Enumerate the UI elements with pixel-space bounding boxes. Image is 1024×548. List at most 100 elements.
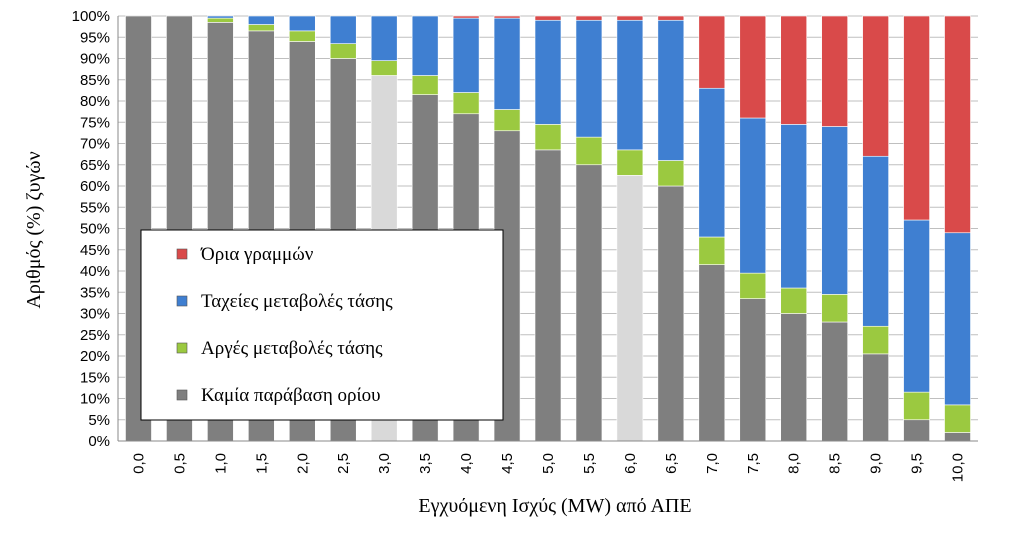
y-tick-labels: 0% 5% 10% 15% 20% 25% 30% 35% 40% 45% 50% 55% 60% 65%… [72,8,110,450]
y-tick-label: 45% [80,242,110,259]
bar-segment [698,264,726,442]
y-tick-label: 85% [80,72,110,89]
legend-label: Ταχείες μεταβολές τάσης [201,291,393,312]
y-tick-label: 50% [80,221,110,238]
bar-segment [944,15,971,234]
legend: Όρια γραμμών Ταχείες μεταβολές τάσης Αργές… [140,229,504,421]
bar-segment [493,109,521,132]
bar-segment [903,391,930,421]
legend-label: Αργές μεταβολές τάσης [201,338,383,359]
y-tick-label: 60% [80,178,110,195]
bar-segment [534,124,562,151]
bar-segment [780,124,808,289]
bar-segment [821,321,848,442]
bar-segment [411,15,439,76]
x-tick-label: 9,5 [909,453,926,474]
bar-segment [780,15,808,125]
x-tick-label: 4,0 [458,453,475,474]
bar-segment [534,15,562,21]
y-tick-label: 95% [80,29,110,46]
bar-segment [903,219,930,393]
x-tick-label: 4,5 [499,453,516,474]
bar-segment [207,17,234,23]
bar-segment [862,353,889,442]
x-tick-label: 7,5 [745,453,762,474]
bar-segment [944,404,971,433]
bar-segment [821,15,848,127]
bar-segment [739,272,767,299]
x-tick-label: 6,0 [622,453,639,474]
y-tick-label: 20% [80,348,110,365]
legend-swatch [176,248,188,260]
bar-segment [739,298,767,442]
legend-label: Όρια γραμμών [200,244,314,265]
bar-segment [944,432,971,442]
x-tick-label: 9,0 [868,453,885,474]
bar-segment [411,75,439,95]
bar-segment [616,149,644,176]
y-tick-label: 30% [80,306,110,323]
bar-segment [739,15,767,119]
x-tick-label: 0,0 [130,453,147,474]
bar-segment [616,19,644,151]
x-tick-label: 7,0 [704,453,721,474]
bar-segment [329,43,357,59]
x-tick-label: 3,5 [417,453,434,474]
y-axis-title: Αριθμός (%) ζυγών [23,151,45,308]
x-tick-label: 1,5 [253,453,270,474]
bar-segment [657,15,685,21]
y-tick-label: 75% [80,114,110,131]
x-tick-label: 2,0 [294,453,311,474]
bar-segment [698,236,726,265]
bar-segment [657,185,685,442]
bar-segment [862,15,889,157]
y-tick-label: 40% [80,263,110,280]
bar-segment [329,15,357,44]
bar-segment [207,15,234,19]
bar-segment [739,117,767,274]
bar-segment [657,160,685,187]
x-tick-label: 1,0 [212,453,229,474]
y-tick-label: 10% [80,391,110,408]
legend-swatch [176,295,188,307]
bar-segment [575,164,603,442]
y-tick-label: 0% [88,433,110,450]
x-tick-label: 10,0 [950,453,967,482]
bar-segment [248,15,275,25]
bar-segment [698,15,726,89]
axes [117,16,978,442]
y-tick-label: 55% [80,199,110,216]
x-tick-label: 8,0 [786,453,803,474]
x-tick-label: 0,5 [171,453,188,474]
bar-segment [288,30,316,42]
x-axis-title: Εγχυόμενη Ισχύς (MW) από ΑΠΕ [418,495,691,517]
y-tick-label: 65% [80,157,110,174]
y-tick-label: 70% [80,136,110,153]
x-tick-label: 6,5 [663,453,680,474]
bar-segment [493,17,521,110]
legend-box [140,229,504,421]
bar-segment [575,15,603,21]
bar-segment [452,15,480,19]
bar-segment [493,15,521,19]
bar-segment [657,19,685,161]
legend-swatch [176,342,188,354]
bar-segment [616,175,644,442]
bar-segment [821,294,848,323]
legend-swatch [176,389,188,401]
bar-segment [903,419,930,442]
bar-segment [534,19,562,125]
bar-segment [780,287,808,314]
y-tick-label: 25% [80,327,110,344]
y-tick-label: 5% [88,412,110,429]
bar-segment [780,313,808,442]
bar-segment [288,15,316,32]
bar-segment [370,15,398,61]
bar-segment [534,149,562,442]
bar-segment [370,60,398,76]
bar-segment [698,87,726,238]
x-tick-labels: 0,0 0,5 1,0 1,5 2,0 2,5 3,0 3,5 4,0 4,5 5,0 5,5 6,0 6… [130,453,966,482]
y-tick-label: 80% [80,93,110,110]
